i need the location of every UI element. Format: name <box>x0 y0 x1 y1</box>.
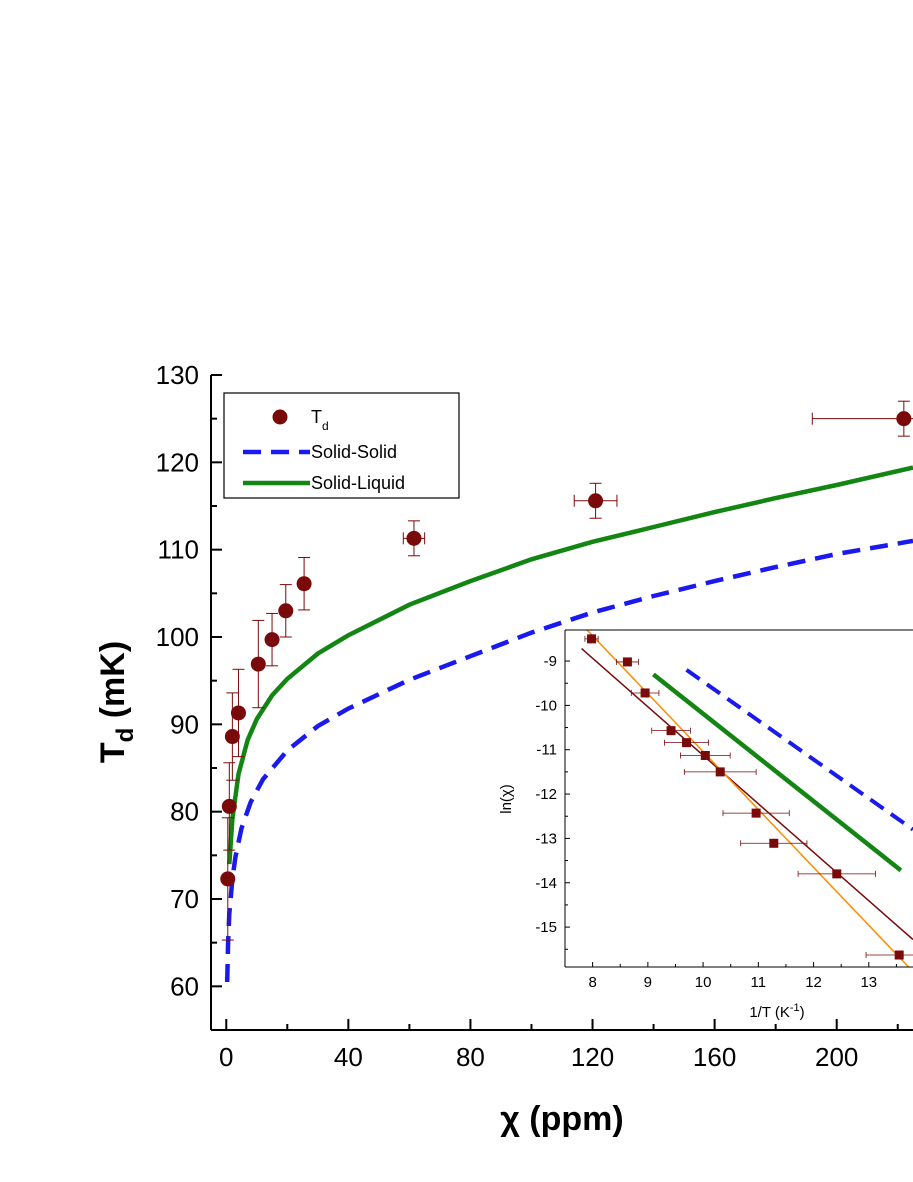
td-marker <box>250 656 266 672</box>
inset-marker <box>715 767 725 777</box>
inset-x-tick-label: 8 <box>588 974 596 991</box>
inset-point <box>865 950 913 960</box>
main-x-tick-label: 200 <box>815 1042 858 1072</box>
inset-point <box>651 726 691 736</box>
main-y-tick-label: 70 <box>170 884 199 914</box>
legend-label-solid-solid: Solid-Solid <box>311 442 397 462</box>
td-point <box>811 400 913 437</box>
main-y-tick-label: 80 <box>170 797 199 827</box>
inset-x-axis-title-main: 1/T (K <box>749 1004 790 1021</box>
inset-marker <box>640 688 650 698</box>
td-marker <box>224 729 240 745</box>
td-point <box>278 584 294 638</box>
inset-x-tick-label: 10 <box>695 974 712 991</box>
legend-marker-td <box>272 409 288 425</box>
main-y-tick-label: 110 <box>158 535 199 565</box>
legend-label-td-sub: d <box>322 419 329 433</box>
td-marker <box>406 530 422 546</box>
inset-marker <box>894 950 904 960</box>
inset-y-tick-label: -12 <box>535 786 557 803</box>
inset-solid-liquid-line <box>651 672 903 873</box>
x-axis-title: χ (ppm) <box>500 1100 623 1138</box>
inset-x-axis-title-sup: -1 <box>790 1002 800 1014</box>
inset-point <box>740 838 808 848</box>
inset-y-tick-label: -10 <box>535 697 557 714</box>
td-point <box>264 612 280 667</box>
td-marker <box>221 798 237 814</box>
td-point <box>220 817 236 941</box>
inset-solid-solid-line <box>685 668 913 832</box>
inset-marker <box>622 657 632 667</box>
inset-point <box>630 688 660 698</box>
main-chart: 60 70 80 90 100 110 120 130 0 40 80 120 160 200 χ (pp… <box>94 360 913 1138</box>
td-marker <box>230 705 246 721</box>
inset-point <box>722 808 790 818</box>
main-y-tick-label: 130 <box>156 360 199 390</box>
inset-marker <box>700 750 710 760</box>
inset-chart: 8 9 10 11 12 13 -9 -10 -11 -12 -13 -14 -15 1/T (K-1)… <box>498 629 913 1021</box>
main-y-tick-label: 90 <box>170 709 199 739</box>
inset-marker <box>682 738 692 748</box>
inset-y-tick-label: -13 <box>535 830 557 847</box>
solid-liquid-curve <box>227 465 913 865</box>
td-marker <box>588 493 604 509</box>
td-point <box>250 619 266 709</box>
inset-x-axis-title: 1/T (K-1) <box>749 1002 804 1021</box>
legend-label-td: Td <box>311 407 329 433</box>
inset-fit-line-1 <box>581 648 913 941</box>
inset-y-axis-title: ln(χ) <box>498 784 515 814</box>
inset-fit-line-2 <box>586 630 910 967</box>
td-point <box>573 482 618 519</box>
inset-marker <box>666 726 676 736</box>
td-point <box>221 762 237 851</box>
legend-label-td-main: T <box>311 407 322 427</box>
y-axis-title: Td (mK) <box>94 641 139 763</box>
main-x-tick-label: 40 <box>334 1042 363 1072</box>
y-axis-title-main: T <box>94 742 132 763</box>
inset-y-tick-label: -11 <box>536 742 557 759</box>
inset-y-tick-label: -15 <box>535 919 557 936</box>
inset-point <box>615 657 639 667</box>
inset-x-tick-label: 13 <box>860 974 877 991</box>
main-x-tick-label: 0 <box>219 1042 233 1072</box>
inset-marker <box>751 808 761 818</box>
main-x-tick-label: 80 <box>456 1042 485 1072</box>
main-y-tick-label: 120 <box>156 447 199 477</box>
td-marker <box>896 411 912 427</box>
y-axis-title-sub: d <box>112 728 139 743</box>
inset-x-axis-title-end: ) <box>800 1004 805 1021</box>
inset-marker <box>832 869 842 879</box>
inset-point <box>584 634 599 644</box>
inset-y-tick-label: -14 <box>535 875 557 892</box>
inset-marker <box>769 838 779 848</box>
inset-x-tick-label: 9 <box>644 974 652 991</box>
td-marker <box>296 576 312 592</box>
td-point <box>224 692 240 781</box>
main-y-tick-label: 100 <box>156 622 199 652</box>
td-point <box>230 668 246 758</box>
inset-point <box>680 750 731 760</box>
legend-box <box>223 392 460 499</box>
td-point <box>402 520 426 557</box>
td-marker <box>220 871 236 887</box>
inset-x-tick-label: 12 <box>805 974 822 991</box>
main-x-tick-label: 160 <box>693 1042 736 1072</box>
inset-marker <box>587 634 597 644</box>
td-marker <box>264 632 280 648</box>
inset-point <box>797 869 876 879</box>
legend: Td Solid-Solid Solid-Liquid <box>223 392 460 499</box>
inset-y-tick-label: -9 <box>544 653 557 670</box>
legend-label-solid-liquid: Solid-Liquid <box>311 473 405 493</box>
inset-point <box>683 767 757 777</box>
inset-x-tick-label: 11 <box>751 974 767 991</box>
inset-point <box>664 738 710 748</box>
td-marker <box>278 603 294 619</box>
td-point <box>296 557 312 611</box>
main-y-tick-label: 60 <box>170 971 199 1001</box>
y-axis-title-unit: (mK) <box>94 641 132 728</box>
main-x-tick-label: 120 <box>571 1042 614 1072</box>
